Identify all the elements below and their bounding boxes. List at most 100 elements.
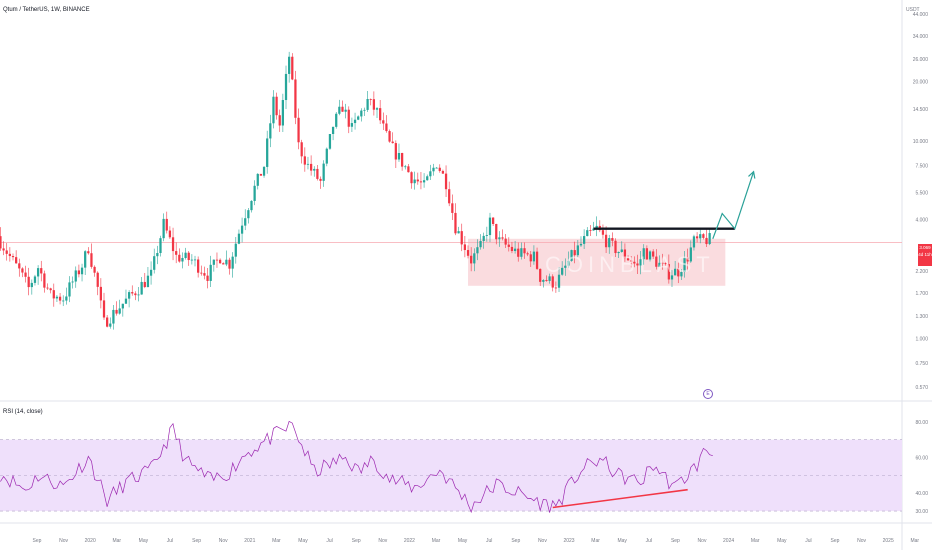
candle[interactable] [699, 229, 702, 244]
candle[interactable] [303, 147, 306, 172]
candle[interactable] [677, 262, 680, 284]
candle[interactable] [175, 242, 178, 264]
candle[interactable] [137, 286, 140, 302]
price-axis[interactable]: 44.000 34.000 26.000 20.000 14.500 10.000 7.50… [913, 12, 929, 391]
candle[interactable] [598, 220, 601, 233]
candle[interactable] [27, 267, 30, 296]
candle[interactable] [36, 265, 40, 285]
candle[interactable] [526, 251, 529, 257]
candle[interactable] [470, 247, 473, 272]
candle[interactable] [338, 99, 341, 116]
candle[interactable] [532, 245, 536, 265]
candle[interactable] [49, 287, 52, 294]
candle[interactable] [328, 133, 332, 150]
candle[interactable] [353, 112, 357, 130]
candle[interactable] [410, 171, 413, 189]
candle[interactable] [664, 262, 667, 266]
candle[interactable] [482, 232, 485, 249]
candle[interactable] [548, 273, 551, 284]
candle[interactable] [313, 166, 316, 177]
candle[interactable] [74, 266, 77, 288]
candle[interactable] [689, 240, 692, 263]
candle[interactable] [250, 200, 253, 213]
candle[interactable] [388, 129, 391, 143]
candle[interactable] [288, 51, 291, 83]
candle[interactable] [385, 115, 388, 133]
candle[interactable] [473, 248, 476, 272]
candle[interactable] [297, 108, 300, 150]
candle[interactable] [262, 166, 266, 178]
candle[interactable] [379, 100, 382, 125]
candle[interactable] [375, 107, 379, 118]
candle[interactable] [652, 249, 655, 259]
candle[interactable] [21, 267, 24, 278]
candle[interactable] [573, 241, 576, 264]
candle[interactable] [234, 237, 237, 264]
candle[interactable] [642, 244, 645, 265]
candle[interactable] [661, 253, 664, 270]
candle[interactable] [291, 53, 294, 81]
candle[interactable] [382, 112, 385, 130]
candle[interactable] [708, 227, 711, 246]
candle[interactable] [115, 301, 118, 316]
candle[interactable] [209, 255, 212, 288]
candle[interactable] [244, 209, 247, 231]
candle[interactable] [58, 293, 62, 305]
candle[interactable] [181, 252, 184, 269]
candle[interactable] [626, 255, 630, 261]
candle[interactable] [190, 254, 193, 265]
candle[interactable] [441, 169, 445, 175]
candle[interactable] [680, 269, 683, 280]
candle[interactable] [419, 171, 423, 190]
candle[interactable] [485, 226, 488, 242]
candle[interactable] [165, 211, 168, 234]
candle[interactable] [134, 291, 137, 301]
candle[interactable] [404, 164, 407, 170]
candle[interactable] [153, 248, 156, 274]
candle[interactable] [300, 139, 303, 164]
candle[interactable] [513, 241, 517, 254]
candle[interactable] [692, 234, 696, 251]
candle[interactable] [608, 234, 611, 254]
candle[interactable] [99, 278, 102, 309]
candle[interactable] [159, 235, 162, 257]
candle[interactable] [184, 247, 187, 260]
candle[interactable] [620, 241, 623, 253]
candle[interactable] [284, 65, 288, 109]
candle[interactable] [570, 249, 573, 262]
candle[interactable] [504, 234, 507, 248]
candle[interactable] [586, 227, 589, 237]
candle[interactable] [65, 287, 68, 305]
candle[interactable] [407, 164, 410, 173]
candle[interactable] [551, 274, 554, 292]
candle[interactable] [127, 290, 131, 308]
candle[interactable] [121, 303, 124, 317]
candle[interactable] [46, 283, 49, 291]
candle[interactable] [112, 305, 115, 330]
candle[interactable] [623, 243, 627, 262]
candle[interactable] [71, 276, 74, 289]
candle[interactable] [466, 245, 470, 259]
candle[interactable] [294, 70, 297, 125]
candle[interactable] [33, 274, 37, 286]
candle[interactable] [77, 264, 81, 278]
candle[interactable] [454, 203, 457, 236]
candle[interactable] [463, 236, 467, 258]
candle[interactable] [203, 266, 206, 280]
candle[interactable] [705, 229, 708, 247]
candle[interactable] [106, 314, 109, 328]
candle[interactable] [109, 317, 112, 329]
candle[interactable] [269, 114, 272, 148]
candle[interactable] [124, 289, 128, 304]
candle[interactable] [460, 223, 463, 252]
candle[interactable] [52, 283, 55, 307]
candle[interactable] [611, 232, 614, 247]
candle[interactable] [542, 279, 545, 288]
candle[interactable] [275, 92, 278, 120]
candle[interactable] [187, 251, 190, 266]
candle[interactable] [2, 241, 5, 256]
candle[interactable] [118, 299, 121, 315]
candle[interactable] [0, 227, 2, 251]
candle[interactable] [93, 265, 96, 277]
candle[interactable] [535, 247, 539, 270]
